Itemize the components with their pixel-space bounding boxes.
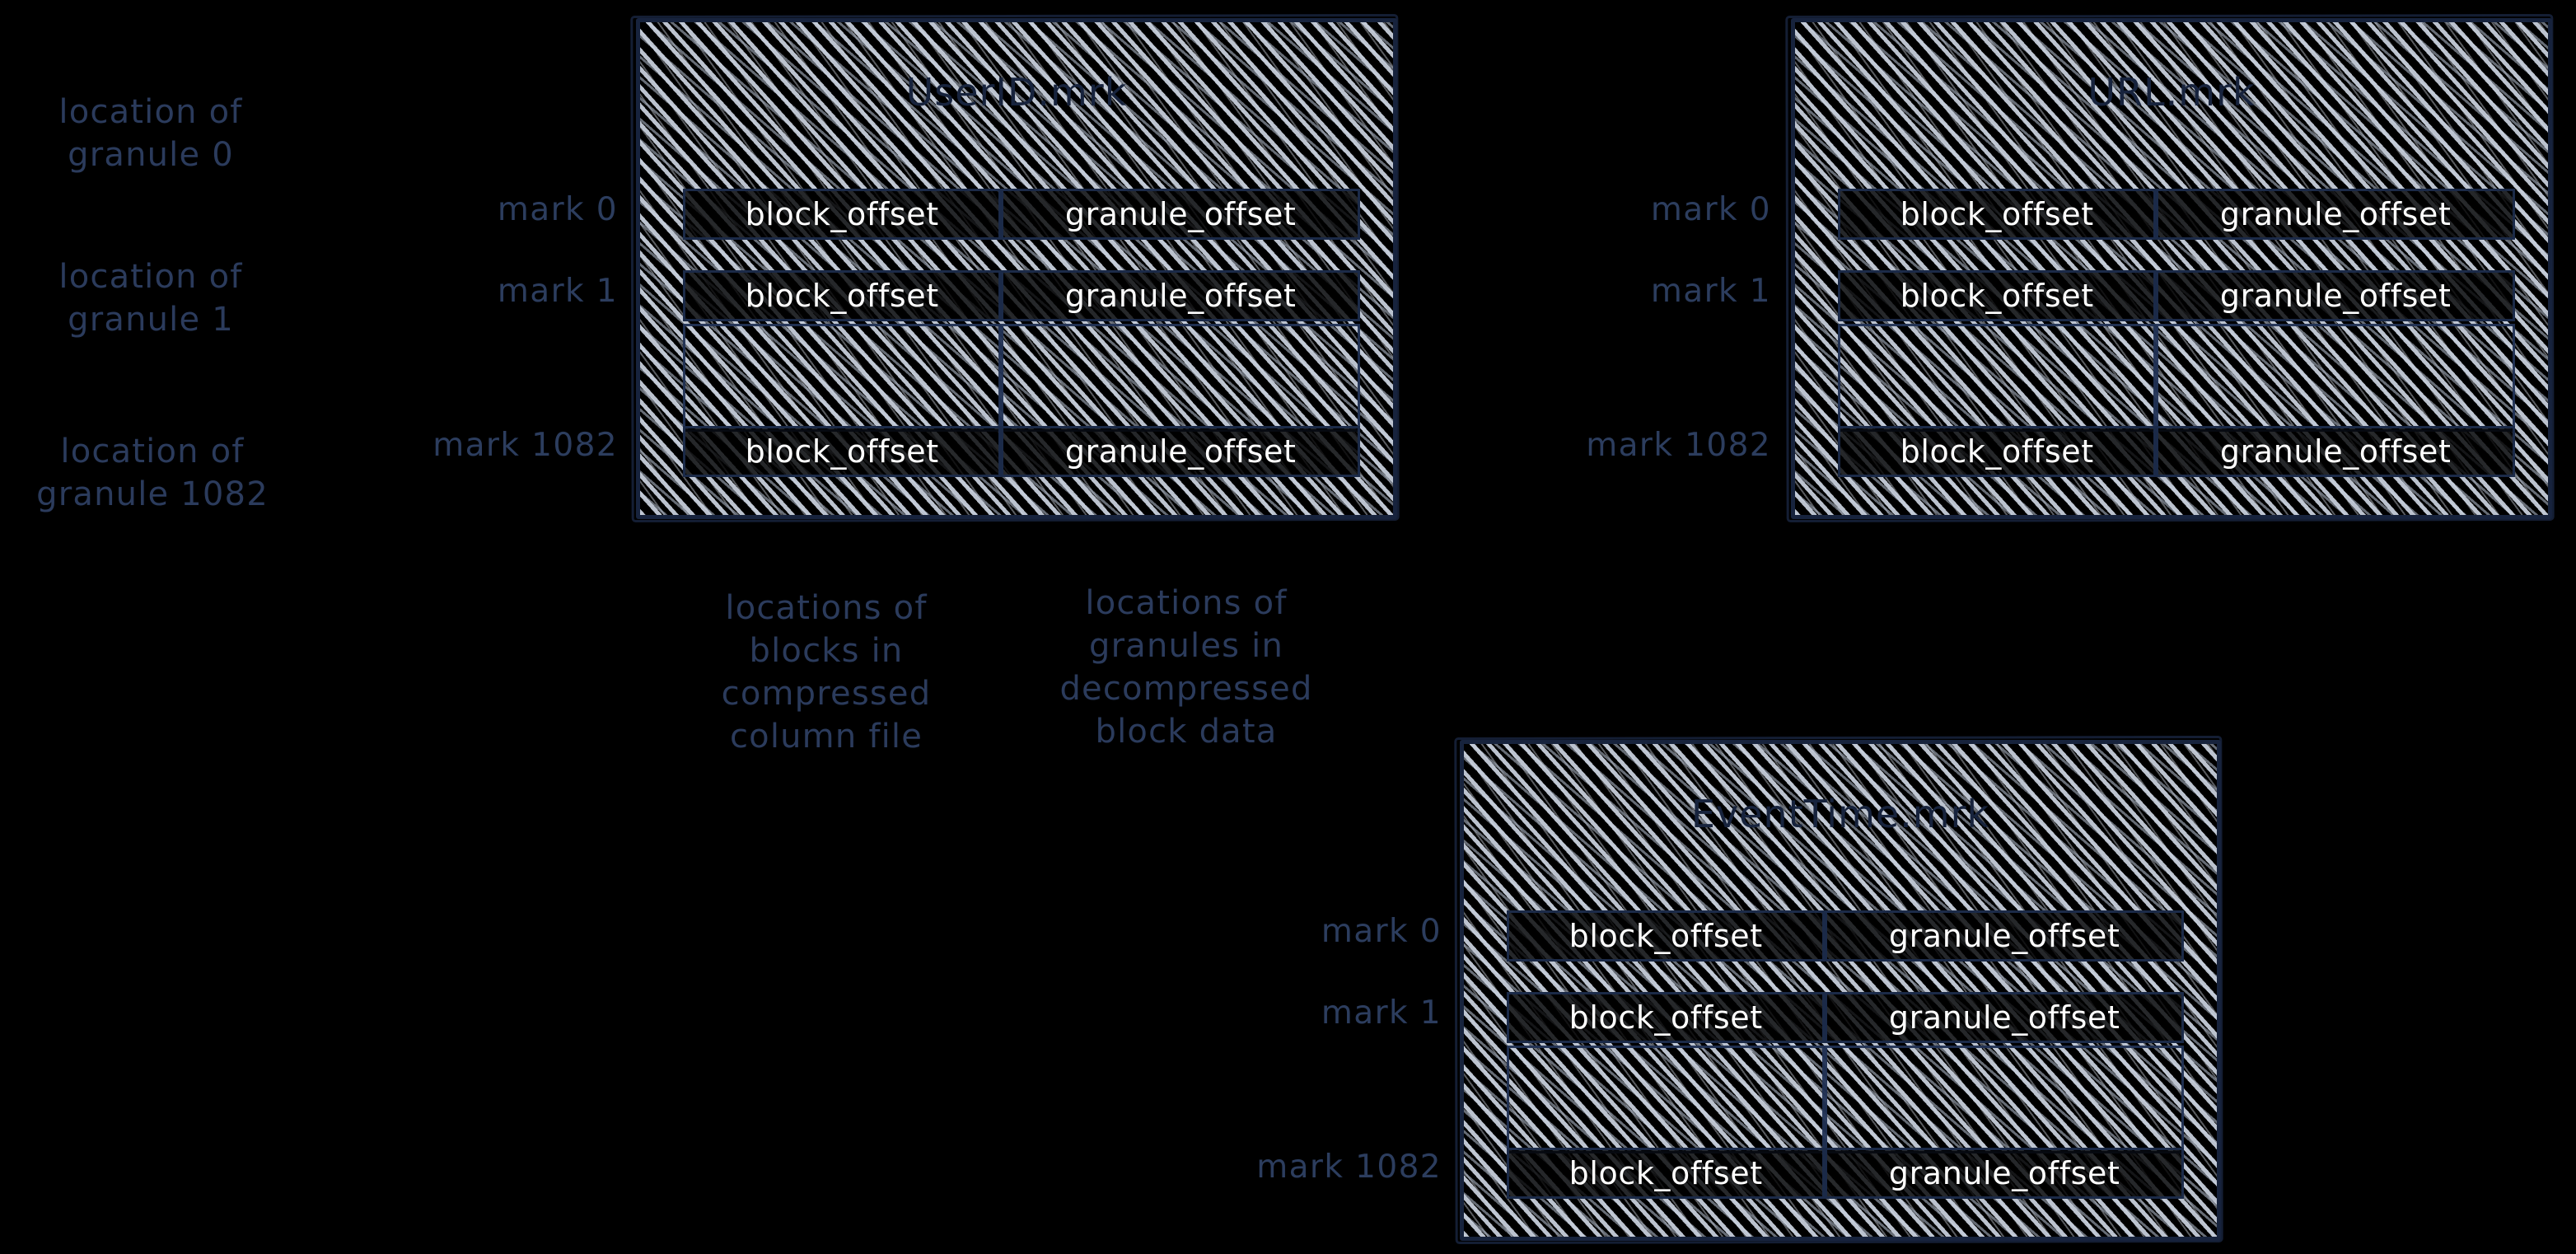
- annotation-block-locations: locations of blocks in compressed column…: [721, 589, 932, 756]
- cell-block-offset[interactable]: block_offset: [1507, 992, 1826, 1043]
- table-row[interactable]: block_offset granule_offset: [1838, 270, 2516, 321]
- mrk-rows: block_offset granule_offset block_offset…: [1838, 162, 2516, 480]
- table-row[interactable]: block_offset granule_offset: [1507, 1148, 2185, 1199]
- cell-granule-offset[interactable]: granule_offset: [1001, 189, 1361, 240]
- mrk-rows: block_offset granule_offset block_offset…: [683, 162, 1361, 480]
- cell-granule-offset[interactable]: granule_offset: [1825, 992, 2185, 1043]
- annotation-location-granule-1082: location of granule 1082: [36, 433, 269, 513]
- table-row[interactable]: block_offset granule_offset: [683, 189, 1361, 240]
- annotation-location-granule-1: location of granule 1: [58, 258, 243, 339]
- ellipsis-column-block: [1838, 324, 2157, 432]
- mrk-box-url[interactable]: URL.mrk block_offset granule_offset bloc…: [1791, 18, 2552, 519]
- table-row[interactable]: block_offset granule_offset: [1838, 189, 2516, 240]
- mark-label-1082: mark 1082: [432, 427, 618, 464]
- annotation-location-granule-0: location of granule 0: [58, 93, 243, 174]
- mrk-rows: block_offset granule_offset block_offset…: [1507, 884, 2185, 1202]
- cell-granule-offset[interactable]: granule_offset: [1825, 1148, 2185, 1199]
- mark-label-0: mark 0: [1650, 191, 1771, 228]
- cell-block-offset[interactable]: block_offset: [683, 189, 1002, 240]
- cell-granule-offset[interactable]: granule_offset: [2156, 270, 2516, 321]
- table-row[interactable]: block_offset granule_offset: [1507, 992, 2185, 1043]
- annotation-granule-locations: locations of granules in decompressed bl…: [1059, 584, 1313, 751]
- mark-label-0: mark 0: [497, 191, 618, 228]
- table-row[interactable]: block_offset granule_offset: [683, 426, 1361, 477]
- cell-granule-offset[interactable]: granule_offset: [1001, 426, 1361, 477]
- mark-label-0: mark 0: [1321, 913, 1442, 950]
- cell-block-offset[interactable]: block_offset: [683, 426, 1002, 477]
- mark-label-1082: mark 1082: [1256, 1149, 1442, 1186]
- mark-label-1: mark 1: [497, 273, 618, 310]
- mrk-box-title: URL.mrk: [2087, 70, 2256, 115]
- cell-granule-offset[interactable]: granule_offset: [1825, 910, 2185, 962]
- cell-block-offset[interactable]: block_offset: [1507, 1148, 1826, 1199]
- mrk-box-eventtime[interactable]: EventTime.mrk block_offset granule_offse…: [1460, 740, 2221, 1241]
- ellipsis-column-granule: [2156, 324, 2515, 432]
- cell-block-offset[interactable]: block_offset: [1838, 189, 2157, 240]
- cell-granule-offset[interactable]: granule_offset: [2156, 426, 2516, 477]
- cell-block-offset[interactable]: block_offset: [1838, 426, 2157, 477]
- mrk-box-title: EventTime.mrk: [1690, 792, 1990, 836]
- table-row[interactable]: block_offset granule_offset: [1507, 910, 2185, 962]
- cell-granule-offset[interactable]: granule_offset: [2156, 189, 2516, 240]
- mrk-box-userid[interactable]: UserID.mrk block_offset granule_offset b…: [636, 18, 1397, 519]
- cell-block-offset[interactable]: block_offset: [683, 270, 1002, 321]
- ellipsis-column-block: [683, 324, 1002, 432]
- ellipsis-column-granule: [1825, 1046, 2184, 1153]
- mark-label-1: mark 1: [1650, 273, 1771, 310]
- mark-label-1: mark 1: [1321, 994, 1442, 1032]
- ellipsis-column-granule: [1001, 324, 1360, 432]
- cell-block-offset[interactable]: block_offset: [1507, 910, 1826, 962]
- table-row[interactable]: block_offset granule_offset: [1838, 426, 2516, 477]
- mrk-box-title: UserID.mrk: [905, 70, 1128, 115]
- mark-label-1082: mark 1082: [1586, 427, 1771, 464]
- cell-block-offset[interactable]: block_offset: [1838, 270, 2157, 321]
- ellipsis-column-block: [1507, 1046, 1826, 1153]
- table-row[interactable]: block_offset granule_offset: [683, 270, 1361, 321]
- cell-granule-offset[interactable]: granule_offset: [1001, 270, 1361, 321]
